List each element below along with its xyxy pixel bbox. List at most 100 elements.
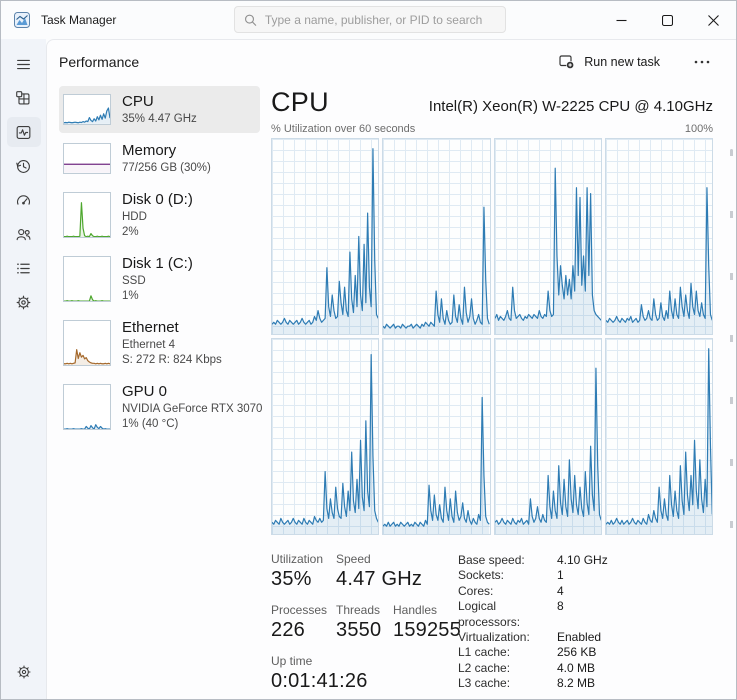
sidebar-item-startup-apps[interactable] — [7, 185, 41, 215]
cpu-panel: CPU Intel(R) Xeon(R) W-2225 CPU @ 4.10GH… — [260, 86, 713, 699]
threads-value: 3550 — [336, 619, 382, 641]
hamburger-icon — [17, 59, 30, 69]
detail-label: L2 cache: — [458, 660, 511, 675]
memory-mini-chart — [63, 142, 111, 174]
settings-button[interactable] — [7, 657, 41, 687]
detail-row: Sockets: 1 — [458, 568, 608, 583]
scrollbar[interactable] — [730, 149, 733, 539]
search-icon — [245, 14, 257, 26]
perf-item-title: Disk 1 (C:) — [122, 254, 193, 272]
core-graph-1[interactable] — [271, 138, 380, 335]
detail-value: 4.10 GHz — [557, 553, 608, 567]
users-icon — [16, 228, 31, 240]
perf-item-ethernet[interactable]: Ethernet Ethernet 4 S: 272 R: 824 Kbps — [59, 312, 260, 374]
cpu-stats: Utilization Speed 35% 4.47 GHz Processes… — [271, 552, 713, 693]
detail-value: 8.2 MB — [557, 676, 596, 691]
ellipsis-icon — [694, 60, 710, 63]
detail-label: Base speed: — [458, 553, 525, 567]
window-controls — [598, 1, 736, 39]
performance-icon — [16, 125, 31, 139]
ethernet-mini-chart — [63, 320, 111, 367]
detail-row: Cores: 4 — [458, 584, 608, 599]
processes-label: Processes — [271, 603, 328, 617]
perf-item-line3: 2% — [122, 225, 139, 238]
detail-label: L3 cache: — [458, 676, 511, 691]
utilization-value: 35% — [271, 568, 312, 590]
handles-value: 159255 — [393, 619, 461, 641]
perf-item-disk0[interactable]: Disk 0 (D:) HDD 2% — [59, 184, 260, 246]
perf-item-line2: HDD — [122, 210, 147, 223]
cpu-model-name: Intel(R) Xeon(R) W-2225 CPU @ 4.10GHz — [428, 98, 713, 115]
cpu-panel-title: CPU — [271, 87, 329, 117]
perf-item-title: Ethernet — [122, 319, 179, 337]
detail-value: Enabled — [557, 630, 602, 645]
perf-item-title: CPU — [122, 93, 154, 110]
detail-row: Logical processors: 8 — [458, 599, 608, 630]
cpu-mini-chart — [63, 94, 111, 125]
services-icon — [16, 295, 31, 309]
window-title: Task Manager — [41, 13, 117, 27]
settings-gear-icon — [16, 665, 31, 679]
detail-label: Virtualization: — [458, 630, 530, 645]
gpu-mini-chart — [63, 384, 111, 431]
app-history-icon — [16, 159, 30, 173]
detail-label: Sockets: — [458, 568, 505, 583]
detail-value: 8 — [557, 599, 564, 614]
search-box[interactable] — [234, 6, 506, 33]
page-title: Performance — [59, 53, 140, 70]
selected-indicator — [2, 124, 5, 140]
perf-item-title: Disk 0 (D:) — [122, 190, 193, 208]
detail-row: L3 cache: 8.2 MB — [458, 676, 608, 691]
speed-value: 4.47 GHz — [336, 568, 423, 590]
maximize-button[interactable] — [644, 1, 690, 39]
core-graph-8[interactable] — [604, 338, 713, 535]
content-area: Performance Run new task — [46, 39, 736, 699]
perf-item-disk1[interactable]: Disk 1 (C:) SSD 1% — [59, 248, 260, 310]
core-graph-2[interactable] — [382, 138, 491, 335]
handles-label: Handles — [393, 603, 438, 617]
detail-row: Base speed: 4.10 GHz — [458, 553, 608, 568]
run-new-task-button[interactable]: Run new task — [548, 47, 670, 76]
perf-item-line3: 1% (40 °C) — [122, 418, 179, 431]
core-graph-6[interactable] — [382, 338, 491, 535]
detail-value: 4 — [557, 583, 564, 598]
close-button[interactable] — [690, 1, 736, 39]
minimize-button[interactable] — [598, 1, 644, 39]
disk1-mini-chart — [63, 255, 111, 303]
disk0-mini-chart — [63, 191, 111, 238]
perf-item-line2: 35% 4.47 GHz — [122, 112, 197, 125]
perf-item-line2: Ethernet 4 — [122, 338, 176, 351]
perf-item-title: Memory — [122, 141, 177, 159]
menu-button[interactable] — [7, 49, 41, 79]
sidebar-item-users[interactable] — [7, 219, 41, 249]
detail-row: L2 cache: 4.0 MB — [458, 661, 608, 676]
perf-item-line3: 1% — [122, 289, 139, 302]
processes-icon — [16, 90, 30, 104]
uptime-label: Up time — [271, 654, 313, 668]
utilization-label: Utilization — [271, 552, 324, 566]
perf-item-cpu[interactable]: CPU 35% 4.47 GHz — [59, 86, 260, 133]
sidebar-item-details[interactable] — [7, 253, 41, 283]
perf-item-gpu[interactable]: GPU 0 NVIDIA GeForce RTX 3070 1% (40 °C) — [59, 376, 262, 438]
core-graph-3[interactable] — [493, 138, 602, 335]
detail-value: 256 KB — [557, 645, 597, 660]
core-graph-4[interactable] — [604, 138, 713, 335]
perf-item-memory[interactable]: Memory 77/256 GB (30%) — [59, 135, 260, 182]
more-options-button[interactable] — [686, 56, 718, 68]
processes-value: 226 — [271, 619, 305, 641]
detail-label: L1 cache: — [458, 645, 511, 660]
core-graph-5[interactable] — [271, 338, 380, 535]
search-input[interactable] — [264, 12, 496, 27]
sidebar-item-services[interactable] — [7, 287, 41, 317]
core-graph-7[interactable] — [493, 338, 602, 535]
perf-item-title: GPU 0 — [122, 383, 168, 401]
content-main: CPU 35% 4.47 GHz Memory 77/256 GB (30%) — [47, 83, 736, 699]
detail-label: Cores: — [458, 583, 494, 598]
logical-processor-grid — [271, 138, 713, 535]
sidebar-item-app-history[interactable] — [7, 151, 41, 181]
sidebar-item-performance[interactable] — [6, 117, 41, 147]
uptime-value: 0:01:41:26 — [271, 670, 368, 692]
sidebar-item-processes[interactable] — [7, 83, 41, 113]
cpu-details: Base speed: 4.10 GHz Sockets: 1 Cores: 4 — [458, 552, 608, 693]
detail-row: L1 cache: 256 KB — [458, 645, 608, 660]
